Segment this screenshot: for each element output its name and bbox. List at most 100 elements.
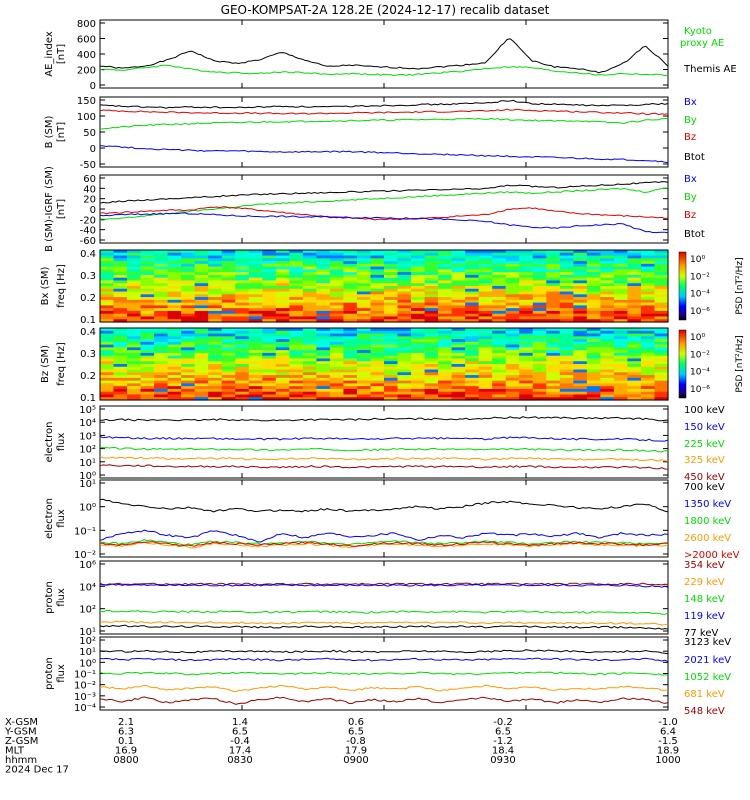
spectrogram-cell: [329, 261, 345, 265]
spectrogram-cell: [100, 380, 115, 384]
spectrogram-cell: [492, 339, 507, 343]
spectrogram-cell: [411, 330, 426, 335]
spectrogram-cell: [397, 330, 412, 335]
spectrogram-cell: [356, 364, 372, 368]
spectrogram-cell: [302, 366, 317, 371]
spectrogram-cell: [600, 391, 615, 396]
spectrogram-cell: [478, 272, 493, 276]
spectrogram-cell: [640, 355, 656, 360]
spectrogram-cell: [559, 286, 574, 290]
spectrogram-cell: [370, 250, 385, 254]
spectrogram-cell: [356, 283, 372, 287]
spectrogram-cell: [640, 364, 656, 368]
spectrogram-cell: [654, 266, 669, 270]
spectrogram-cell: [275, 302, 290, 306]
spectrogram-cell: [411, 274, 426, 279]
spectrogram-cell: [221, 361, 236, 365]
y-tick-label: 20: [83, 195, 96, 206]
spectrogram-cell: [208, 286, 223, 290]
spectrogram-cell: [221, 328, 236, 332]
spectrogram-cell: [492, 288, 507, 293]
spectrogram-cell: [248, 347, 263, 351]
spectrogram-cell: [356, 352, 372, 357]
spectrogram-cell: [546, 269, 561, 273]
spectrogram-cell: [532, 252, 547, 257]
series-line-1350-kev: [99, 529, 669, 543]
spectrogram-cell: [262, 358, 277, 362]
spectrogram-cell: [194, 305, 209, 309]
spectrogram-cell: [356, 369, 372, 373]
spectrogram-cell: [600, 277, 615, 282]
spectrogram-cell: [221, 333, 236, 337]
spectrogram-cell: [640, 308, 656, 312]
ephemeris-value: -1.0: [658, 717, 678, 728]
spectrogram-cell: [316, 313, 331, 318]
spectrogram-cell: [519, 272, 534, 276]
spectrogram-cell: [654, 252, 669, 257]
spectrogram-cell: [411, 272, 426, 276]
spectrogram-cell: [384, 366, 399, 371]
spectrogram-cell: [181, 369, 196, 373]
spectrogram-cell: [559, 397, 574, 401]
spectrogram-cell: [532, 263, 547, 268]
spectrogram-cell: [465, 316, 480, 320]
y-tick-label: 0.3: [80, 349, 96, 360]
spectrogram-cell: [194, 386, 209, 390]
spectrogram-cell: [424, 369, 439, 373]
spectrogram-cell: [384, 339, 399, 343]
spectrogram-cell: [505, 280, 520, 284]
spectrogram-cell: [424, 372, 439, 376]
spectrogram-cell: [559, 288, 574, 293]
spectrogram-cell: [235, 330, 250, 335]
spectrogram-cell: [505, 377, 520, 382]
spectrogram-cell: [438, 250, 453, 254]
spectrogram-cell: [627, 352, 642, 357]
spectrogram-cell: [397, 372, 412, 376]
spectrogram-cell: [370, 344, 385, 348]
spectrogram-cell: [627, 377, 642, 382]
spectrogram-cell: [356, 263, 372, 268]
spectrogram-cell: [167, 361, 182, 365]
spectrogram-cell: [154, 361, 169, 365]
y-tick-label: 0.1: [80, 393, 96, 404]
spectrogram-cell: [181, 347, 196, 351]
spectrogram-cell: [640, 333, 656, 337]
spectrogram-cell: [451, 333, 466, 337]
spectrogram-cell: [113, 350, 128, 354]
spectrogram-cell: [492, 388, 507, 393]
spectrogram-cell: [546, 347, 561, 351]
spectrogram-cell: [600, 272, 615, 276]
spectrogram-cell: [654, 258, 669, 262]
spectrogram-cell: [573, 313, 588, 318]
spectrogram-cell: [100, 386, 115, 390]
spectrogram-cell: [613, 350, 629, 354]
spectrogram-cell: [302, 350, 317, 354]
spectrogram-cell: [113, 369, 128, 373]
spectrogram-cell: [627, 347, 642, 351]
spectrogram-cell: [384, 258, 399, 262]
spectrogram-cell: [262, 269, 277, 273]
spectrogram-cell: [411, 269, 426, 273]
spectrogram-cell: [478, 252, 493, 257]
spectrogram-cell: [262, 286, 277, 290]
spectrogram-cell: [248, 339, 263, 343]
spectrogram-cell: [343, 319, 358, 323]
spectrogram-cell: [302, 288, 317, 293]
spectrogram-cell: [573, 299, 588, 304]
spectrogram-cell: [316, 375, 331, 379]
spectrogram-cell: [451, 358, 466, 362]
spectrogram-cell: [248, 286, 263, 290]
spectrogram-cell: [424, 261, 439, 265]
spectrogram-cell: [100, 291, 115, 295]
spectrogram-cell: [640, 341, 656, 346]
spectrogram-cell: [275, 250, 290, 254]
spectrogram-cell: [451, 266, 466, 270]
spectrogram-cell: [505, 364, 520, 368]
spectrogram-cell: [208, 339, 223, 343]
spectrogram-cell: [235, 250, 250, 254]
legend-label: 548 keV: [684, 706, 725, 717]
spectrogram-cell: [438, 266, 453, 270]
spectrogram-cell: [411, 339, 426, 343]
spectrogram-cell: [505, 352, 520, 357]
spectrogram-cell: [113, 383, 128, 387]
